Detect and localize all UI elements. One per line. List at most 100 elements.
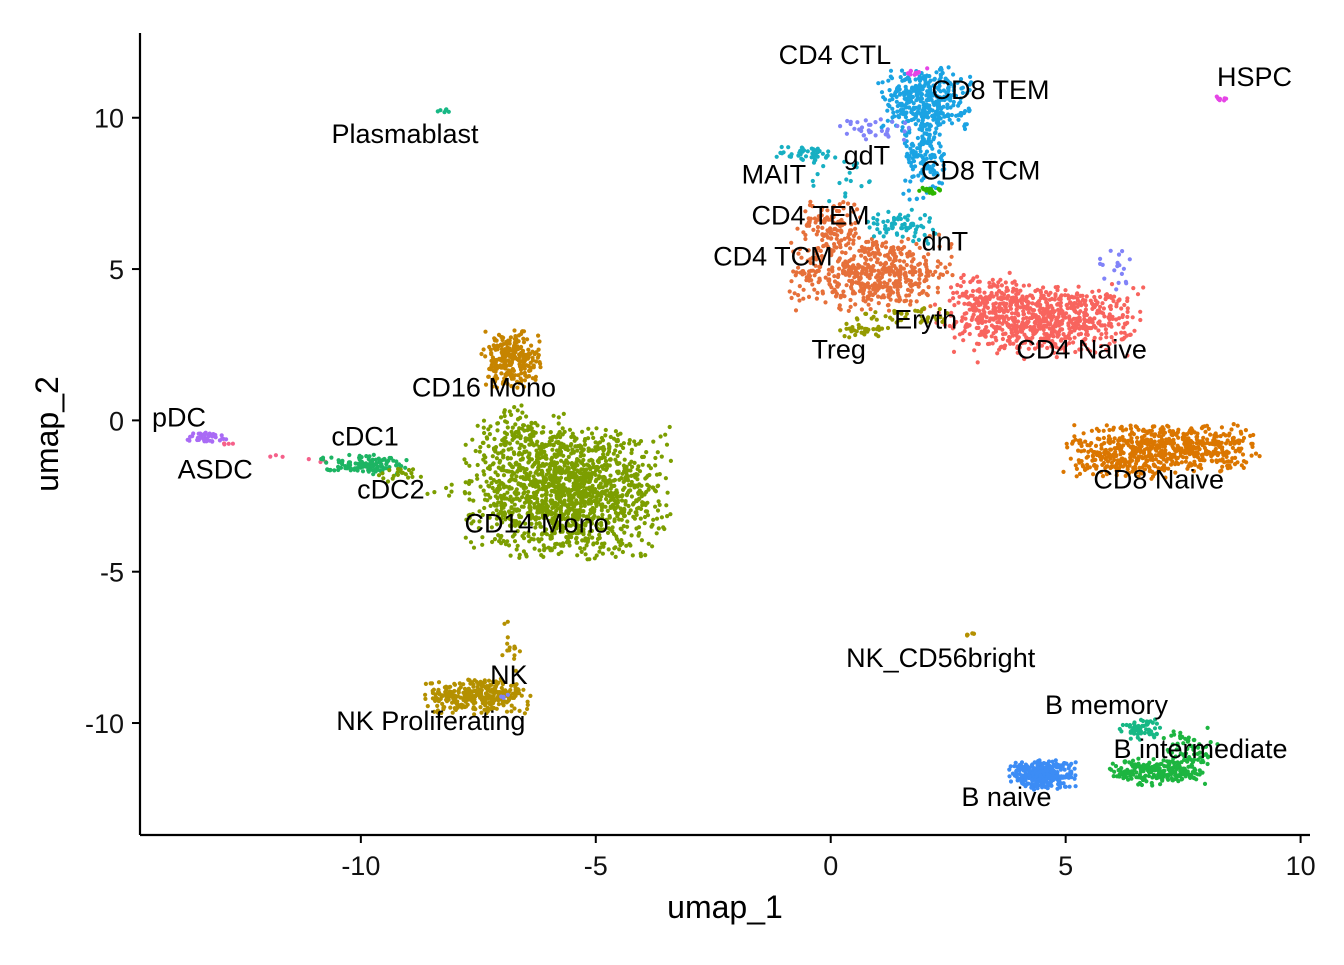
- point: [873, 133, 878, 138]
- point: [541, 445, 546, 450]
- point: [789, 295, 794, 301]
- point: [491, 343, 496, 348]
- point: [501, 464, 506, 469]
- point: [1009, 311, 1015, 316]
- point: [1103, 296, 1109, 301]
- point: [1160, 425, 1165, 430]
- point: [1135, 435, 1140, 440]
- point: [546, 545, 551, 550]
- point: [527, 501, 532, 506]
- point: [604, 467, 609, 472]
- point: [935, 118, 940, 123]
- point: [1067, 314, 1072, 319]
- point: [890, 119, 895, 124]
- point: [1154, 447, 1159, 452]
- point: [557, 478, 562, 483]
- point: [473, 693, 478, 698]
- point: [1079, 324, 1084, 330]
- point: [475, 423, 480, 428]
- point: [475, 476, 480, 481]
- point: [875, 257, 880, 262]
- point: [665, 514, 670, 519]
- point: [898, 75, 903, 80]
- point: [819, 219, 825, 224]
- point: [622, 507, 627, 512]
- point: [1169, 462, 1174, 467]
- point: [1112, 464, 1117, 469]
- point: [1026, 346, 1031, 351]
- point: [832, 227, 837, 232]
- point: [923, 258, 929, 263]
- point: [896, 114, 901, 119]
- point: [934, 320, 939, 325]
- point: [910, 266, 915, 271]
- point: [513, 422, 518, 427]
- point: [539, 430, 545, 435]
- point: [833, 232, 838, 237]
- point: [887, 88, 892, 93]
- point: [627, 438, 632, 443]
- point: [581, 457, 586, 463]
- point: [835, 274, 841, 280]
- point: [820, 237, 825, 243]
- point: [1195, 431, 1200, 436]
- point: [642, 514, 648, 520]
- point: [909, 86, 915, 91]
- point: [801, 287, 806, 292]
- point: [814, 246, 819, 251]
- point: [1230, 456, 1235, 461]
- point: [963, 109, 968, 114]
- point: [1050, 333, 1056, 338]
- point: [853, 280, 859, 285]
- point: [1239, 431, 1244, 436]
- point: [824, 233, 829, 238]
- point: [950, 273, 955, 278]
- point: [525, 706, 530, 712]
- point: [550, 455, 555, 460]
- point: [593, 487, 598, 492]
- point: [528, 516, 533, 521]
- point: [1012, 279, 1017, 284]
- point: [799, 255, 804, 260]
- point: [514, 434, 520, 439]
- point: [1090, 289, 1095, 294]
- point: [1064, 342, 1069, 348]
- point: [1030, 295, 1036, 301]
- point: [951, 290, 956, 296]
- point: [880, 267, 885, 272]
- point: [1235, 423, 1240, 428]
- point: [917, 245, 922, 250]
- point: [997, 314, 1002, 319]
- point: [974, 341, 980, 346]
- point: [514, 487, 519, 492]
- point: [612, 477, 618, 483]
- point: [977, 332, 982, 338]
- point: [585, 557, 590, 562]
- point: [591, 435, 596, 440]
- point: [1092, 323, 1097, 328]
- point: [866, 246, 871, 251]
- point: [1125, 296, 1130, 301]
- point: [502, 410, 507, 415]
- point: [532, 481, 537, 486]
- point: [837, 266, 842, 271]
- point: [862, 248, 868, 253]
- point: [651, 517, 656, 522]
- point: [1027, 283, 1032, 288]
- point: [906, 278, 911, 283]
- point: [943, 265, 948, 270]
- point: [604, 496, 609, 502]
- point: [464, 460, 469, 466]
- point: [522, 444, 527, 450]
- point: [484, 691, 489, 697]
- point: [608, 457, 613, 462]
- point: [917, 273, 922, 278]
- point: [947, 298, 952, 303]
- point: [529, 421, 534, 426]
- point: [589, 431, 595, 436]
- point: [1028, 306, 1033, 311]
- point: [961, 272, 966, 278]
- point: [1145, 430, 1150, 435]
- point: [1138, 443, 1143, 448]
- point: [1098, 304, 1103, 309]
